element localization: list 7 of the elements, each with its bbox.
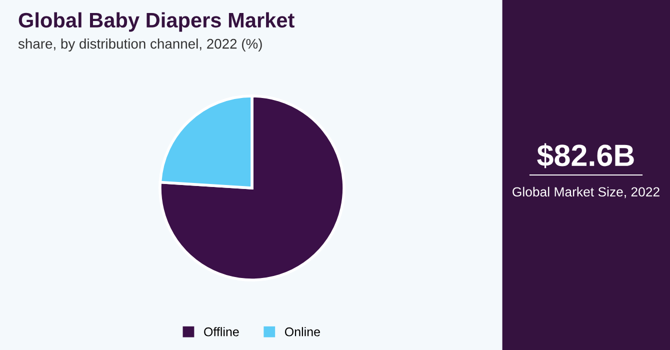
chart-title: Global Baby Diapers Market <box>18 12 294 32</box>
text: $82.6B <box>537 143 634 168</box>
pie-slice <box>158 94 346 282</box>
text: Global Market Size, 2022 <box>512 186 660 198</box>
legend-label: Online <box>284 327 320 336</box>
legend-label: Offline <box>204 327 239 336</box>
chart-subtitle: share, by distribution channel, 2022 (%) <box>18 38 262 52</box>
